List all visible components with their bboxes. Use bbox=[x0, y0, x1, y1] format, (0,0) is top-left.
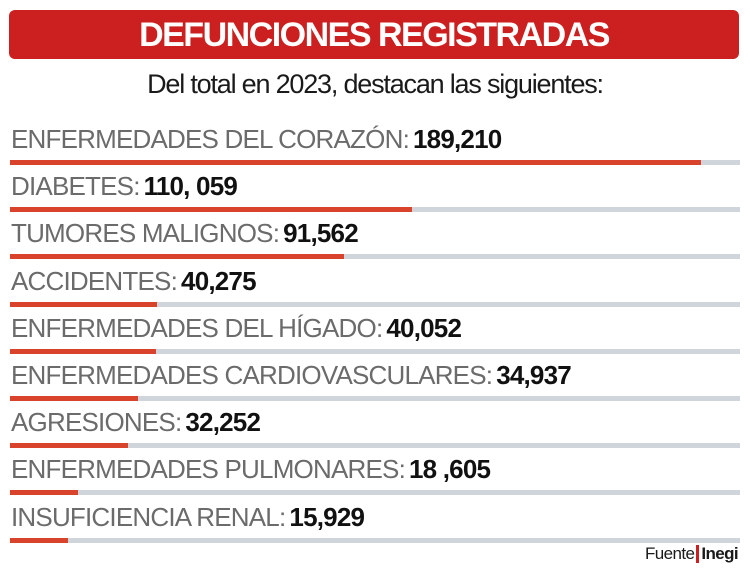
bar bbox=[10, 207, 412, 213]
chart-subtitle: Del total en 2023, destacan las siguient… bbox=[147, 69, 604, 99]
label-colon: : bbox=[402, 124, 410, 154]
label-colon: : bbox=[170, 265, 178, 296]
bar bbox=[10, 254, 344, 260]
label-colon: : bbox=[375, 312, 383, 343]
value-label: 40,275 bbox=[181, 265, 257, 296]
bar-label: ENFERMEDADES DEL CORAZÓN: 189,210 bbox=[11, 124, 502, 154]
category-label: ENFERMEDADES DEL HÍGADO bbox=[11, 312, 377, 343]
bar-track bbox=[10, 537, 740, 543]
source-label: Fuente bbox=[645, 544, 695, 563]
source-divider bbox=[696, 545, 700, 563]
value-label: 15,929 bbox=[289, 501, 365, 532]
value-label: 18 ,605 bbox=[409, 454, 491, 485]
value-label: 91,562 bbox=[283, 218, 359, 249]
bar-track bbox=[10, 207, 740, 213]
bar-track bbox=[10, 396, 740, 401]
bar-label: ACCIDENTES: 40,275 bbox=[11, 265, 257, 296]
title-banner: DEFUNCIONES REGISTRADAS bbox=[9, 10, 739, 59]
bar bbox=[10, 160, 701, 165]
bar-label: AGRESIONES: 32,252 bbox=[11, 407, 261, 438]
value-label: 189,210 bbox=[413, 124, 502, 154]
label-colon: : bbox=[272, 218, 280, 249]
category-label: INSUFICIENCIA RENAL bbox=[11, 501, 280, 532]
bar-label: DIABETES: 110, 059 bbox=[11, 171, 238, 202]
bar-track bbox=[10, 490, 740, 496]
label-colon: : bbox=[133, 171, 140, 202]
value-label: 40,052 bbox=[386, 312, 462, 343]
value-label: 34,937 bbox=[496, 360, 572, 390]
label-colon: : bbox=[278, 501, 286, 532]
bar-label: TUMORES MALIGNOS: 91,562 bbox=[11, 218, 359, 249]
bar-track bbox=[10, 160, 740, 165]
bar-track bbox=[10, 348, 740, 354]
bar-label: INSUFICIENCIA RENAL: 15,929 bbox=[11, 501, 365, 532]
category-label: ENFERMEDADES CARDIOVASCULARES bbox=[11, 360, 487, 390]
category-label: AGRESIONES bbox=[11, 407, 176, 438]
chart-title: DEFUNCIONES REGISTRADAS bbox=[139, 15, 610, 54]
bar-label: ENFERMEDADES DEL HÍGADO: 40,052 bbox=[11, 312, 462, 343]
bar bbox=[10, 396, 138, 401]
bar-track bbox=[10, 254, 740, 260]
bar bbox=[10, 490, 78, 496]
label-colon: : bbox=[398, 454, 406, 485]
bar-label: ENFERMEDADES PULMONARES: 18 ,605 bbox=[11, 454, 491, 485]
label-colon: : bbox=[174, 407, 182, 438]
bar bbox=[10, 301, 157, 307]
bar bbox=[10, 348, 156, 354]
category-label: DIABETES bbox=[11, 171, 134, 202]
category-label: TUMORES MALIGNOS bbox=[11, 218, 273, 249]
source-credit: Fuente Inegi bbox=[645, 544, 739, 564]
category-label: ACCIDENTES bbox=[11, 265, 171, 296]
bar-track bbox=[10, 443, 740, 449]
bar-label: ENFERMEDADES CARDIOVASCULARES: 34,937 bbox=[11, 360, 572, 390]
category-label: ENFERMEDADES PULMONARES bbox=[11, 454, 399, 485]
category-label: ENFERMEDADES DEL CORAZÓN bbox=[11, 124, 403, 154]
value-label: 110, 059 bbox=[143, 171, 238, 202]
bar-track bbox=[10, 301, 740, 307]
label-colon: : bbox=[485, 360, 493, 390]
bar bbox=[10, 443, 128, 449]
value-label: 32,252 bbox=[185, 407, 261, 438]
source-org: Inegi bbox=[701, 544, 738, 563]
bar bbox=[10, 537, 68, 543]
